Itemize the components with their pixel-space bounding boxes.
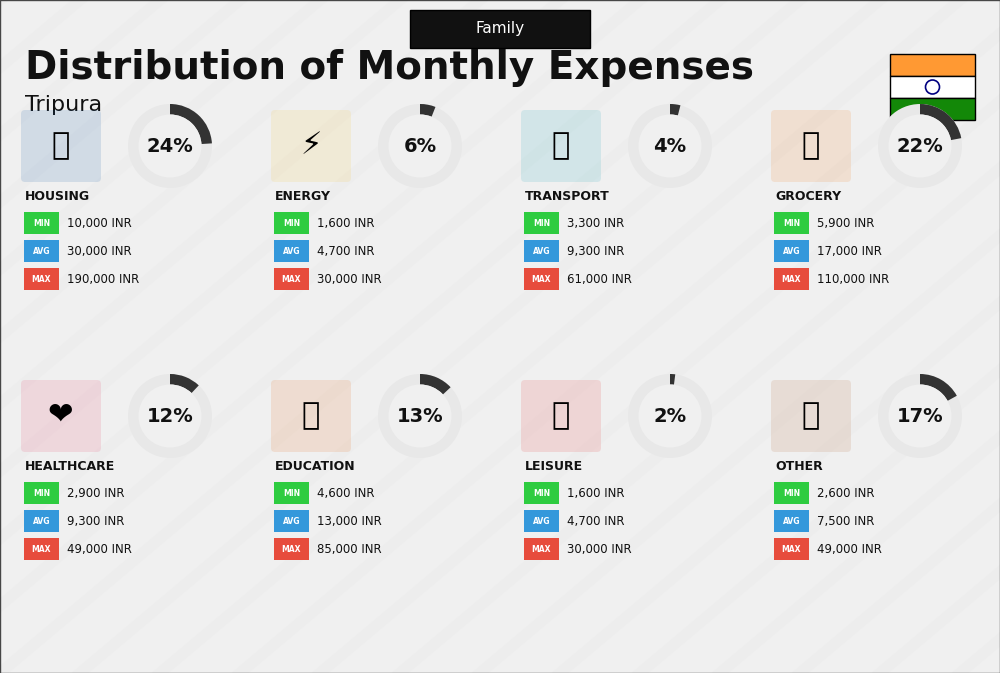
Text: 85,000 INR: 85,000 INR <box>317 542 382 555</box>
Text: 4%: 4% <box>653 137 687 155</box>
Text: 17,000 INR: 17,000 INR <box>817 244 882 258</box>
Text: OTHER: OTHER <box>775 460 823 472</box>
Circle shape <box>378 374 462 458</box>
FancyBboxPatch shape <box>24 212 59 234</box>
Text: 3,300 INR: 3,300 INR <box>567 217 624 229</box>
Circle shape <box>639 114 702 178</box>
Text: 🛍: 🛍 <box>552 402 570 431</box>
FancyBboxPatch shape <box>890 98 975 120</box>
Circle shape <box>878 374 962 458</box>
Circle shape <box>138 114 202 178</box>
Text: MAX: MAX <box>282 544 301 553</box>
Text: AVG: AVG <box>33 516 50 526</box>
FancyBboxPatch shape <box>774 212 809 234</box>
Text: 1,600 INR: 1,600 INR <box>317 217 374 229</box>
Text: 22%: 22% <box>897 137 943 155</box>
Text: 2%: 2% <box>653 406 687 425</box>
FancyBboxPatch shape <box>271 380 351 452</box>
Text: 10,000 INR: 10,000 INR <box>67 217 132 229</box>
Text: 🛒: 🛒 <box>802 131 820 160</box>
Text: LEISURE: LEISURE <box>525 460 583 472</box>
FancyBboxPatch shape <box>774 538 809 560</box>
Text: AVG: AVG <box>283 246 300 256</box>
Circle shape <box>628 104 712 188</box>
FancyBboxPatch shape <box>410 10 590 48</box>
Text: 49,000 INR: 49,000 INR <box>817 542 882 555</box>
Text: ENERGY: ENERGY <box>275 190 331 203</box>
Wedge shape <box>670 374 675 385</box>
Wedge shape <box>420 374 451 394</box>
FancyBboxPatch shape <box>274 212 309 234</box>
Text: AVG: AVG <box>783 246 800 256</box>
Text: 7,500 INR: 7,500 INR <box>817 514 874 528</box>
FancyBboxPatch shape <box>524 538 559 560</box>
Text: 6%: 6% <box>403 137 437 155</box>
Text: MAX: MAX <box>782 544 801 553</box>
Text: 9,300 INR: 9,300 INR <box>567 244 624 258</box>
Text: TRANSPORT: TRANSPORT <box>525 190 610 203</box>
FancyBboxPatch shape <box>521 380 601 452</box>
Text: ❤️: ❤️ <box>48 402 74 431</box>
FancyBboxPatch shape <box>524 510 559 532</box>
Text: MIN: MIN <box>783 219 800 227</box>
Text: 49,000 INR: 49,000 INR <box>67 542 132 555</box>
FancyBboxPatch shape <box>274 538 309 560</box>
FancyBboxPatch shape <box>274 482 309 504</box>
Circle shape <box>138 384 202 448</box>
FancyBboxPatch shape <box>774 268 809 290</box>
FancyBboxPatch shape <box>890 76 975 98</box>
Circle shape <box>639 384 702 448</box>
Text: 4,700 INR: 4,700 INR <box>567 514 624 528</box>
Text: MAX: MAX <box>32 275 51 283</box>
Text: 1,600 INR: 1,600 INR <box>567 487 624 499</box>
Text: 2,900 INR: 2,900 INR <box>67 487 124 499</box>
Text: 💰: 💰 <box>802 402 820 431</box>
FancyBboxPatch shape <box>274 268 309 290</box>
Circle shape <box>388 384 452 448</box>
Text: 24%: 24% <box>147 137 193 155</box>
Text: 🏢: 🏢 <box>52 131 70 160</box>
Text: 110,000 INR: 110,000 INR <box>817 273 889 285</box>
Text: Family: Family <box>475 21 525 36</box>
Text: MAX: MAX <box>282 275 301 283</box>
Circle shape <box>378 104 462 188</box>
Text: 30,000 INR: 30,000 INR <box>67 244 132 258</box>
FancyBboxPatch shape <box>890 54 975 76</box>
Text: EDUCATION: EDUCATION <box>275 460 356 472</box>
FancyBboxPatch shape <box>21 380 101 452</box>
Text: 9,300 INR: 9,300 INR <box>67 514 124 528</box>
Text: MAX: MAX <box>532 544 551 553</box>
FancyBboxPatch shape <box>21 110 101 182</box>
Text: Distribution of Monthly Expenses: Distribution of Monthly Expenses <box>25 49 754 87</box>
FancyBboxPatch shape <box>521 110 601 182</box>
Circle shape <box>128 104 212 188</box>
Text: AVG: AVG <box>783 516 800 526</box>
Text: 4,600 INR: 4,600 INR <box>317 487 374 499</box>
Text: 🚌: 🚌 <box>552 131 570 160</box>
Text: MIN: MIN <box>283 489 300 497</box>
FancyBboxPatch shape <box>771 110 851 182</box>
Text: 2,600 INR: 2,600 INR <box>817 487 874 499</box>
Text: 61,000 INR: 61,000 INR <box>567 273 632 285</box>
Text: MIN: MIN <box>533 219 550 227</box>
FancyBboxPatch shape <box>774 510 809 532</box>
Text: MIN: MIN <box>283 219 300 227</box>
FancyBboxPatch shape <box>24 482 59 504</box>
Text: MAX: MAX <box>782 275 801 283</box>
Text: 12%: 12% <box>147 406 193 425</box>
FancyBboxPatch shape <box>24 268 59 290</box>
FancyBboxPatch shape <box>24 510 59 532</box>
FancyBboxPatch shape <box>524 268 559 290</box>
FancyBboxPatch shape <box>274 240 309 262</box>
Wedge shape <box>920 104 961 140</box>
Wedge shape <box>670 104 680 116</box>
Text: 5,900 INR: 5,900 INR <box>817 217 874 229</box>
Text: HEALTHCARE: HEALTHCARE <box>25 460 115 472</box>
Text: Tripura: Tripura <box>25 95 102 115</box>
FancyBboxPatch shape <box>24 538 59 560</box>
Text: MIN: MIN <box>783 489 800 497</box>
Text: 4,700 INR: 4,700 INR <box>317 244 374 258</box>
Circle shape <box>628 374 712 458</box>
Circle shape <box>889 114 952 178</box>
